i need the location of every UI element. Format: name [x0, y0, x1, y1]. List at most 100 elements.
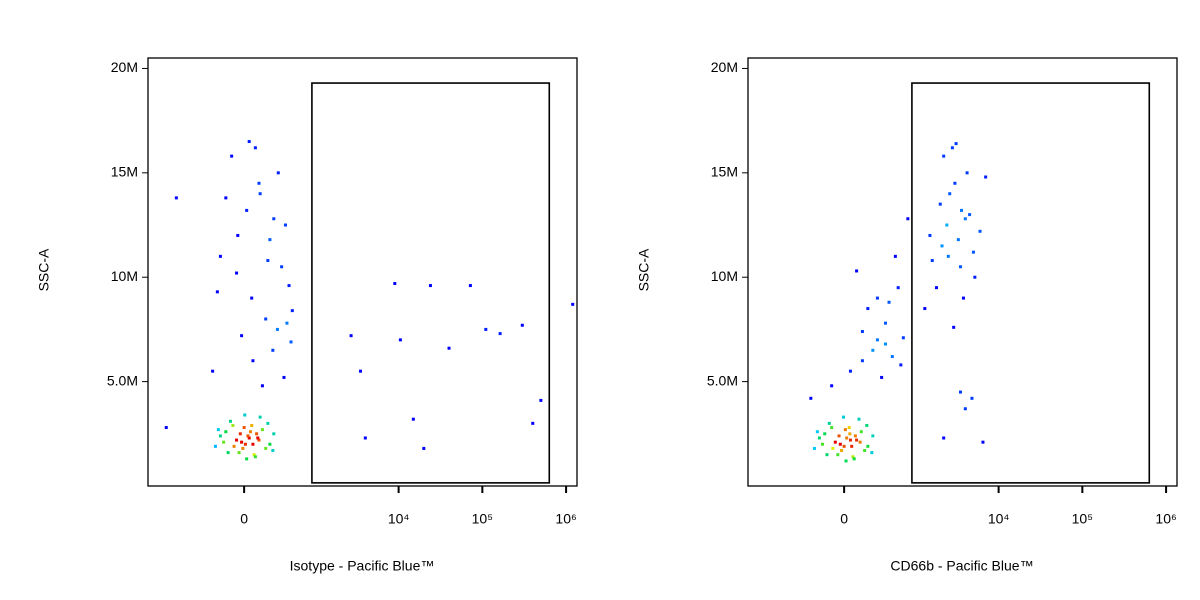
- event-dot: [272, 432, 276, 436]
- y-tick-label: 10M: [711, 268, 738, 284]
- event-dot: [260, 384, 264, 388]
- x-tick-label: 10⁴: [388, 511, 410, 527]
- event-dot: [260, 428, 264, 432]
- event-dot: [531, 421, 535, 425]
- event-dot: [934, 286, 938, 290]
- event-dot: [865, 423, 869, 427]
- event-dot: [843, 428, 847, 432]
- event-dot: [287, 284, 291, 288]
- scatter-panel: 5.0M 10M 15M 20M 0 10⁴ 10⁵ 10⁶ CD66b - Pacific B…: [636, 57, 1178, 574]
- event-dot: [950, 146, 954, 150]
- event-dot: [946, 254, 950, 258]
- event-dot: [271, 449, 275, 453]
- event-dot: [255, 432, 259, 436]
- event-dot: [844, 459, 848, 463]
- event-dot: [428, 284, 432, 288]
- y-axis-label: SSC-A: [636, 248, 652, 291]
- event-dot: [817, 436, 821, 440]
- y-tick-label: 10M: [111, 268, 138, 284]
- gate: [911, 82, 1151, 484]
- event-dot: [857, 417, 861, 421]
- y-tick-label: 5.0M: [707, 372, 738, 388]
- event-dot: [245, 208, 249, 212]
- event-dot: [226, 451, 230, 455]
- event-dot: [942, 154, 946, 158]
- event-dot: [447, 346, 451, 350]
- event-dot: [250, 296, 254, 300]
- event-dot: [243, 442, 247, 446]
- event-dot: [253, 455, 257, 459]
- event-dot: [965, 171, 969, 175]
- event-dot: [830, 426, 834, 430]
- event-dot: [848, 369, 852, 373]
- event-dot: [349, 334, 353, 338]
- event-dot: [871, 348, 875, 352]
- event-dot: [815, 430, 819, 434]
- y-tick-label: 15M: [711, 164, 738, 180]
- event-dot: [484, 327, 488, 331]
- event-dot: [981, 440, 985, 444]
- event-dot: [870, 451, 874, 455]
- event-dot: [290, 309, 294, 313]
- event-dot: [830, 384, 834, 388]
- event-dot: [850, 444, 854, 448]
- event-dot: [363, 436, 367, 440]
- event-dot: [821, 442, 825, 446]
- event-dot: [251, 442, 255, 446]
- event-dot: [968, 213, 972, 217]
- event-dot: [393, 281, 397, 285]
- event-dot: [268, 238, 272, 242]
- event-dot: [871, 434, 875, 438]
- event-dot: [218, 434, 222, 438]
- event-dot: [236, 233, 240, 237]
- event-dot: [268, 442, 272, 446]
- x-tick-label: 10⁴: [988, 511, 1010, 527]
- plot-frame: [747, 57, 1178, 487]
- event-dot: [251, 359, 255, 363]
- event-dot: [952, 325, 956, 329]
- event-dot: [241, 446, 245, 450]
- event-dot: [961, 296, 965, 300]
- event-dot: [858, 440, 862, 444]
- event-dot: [845, 436, 849, 440]
- event-dot: [875, 296, 879, 300]
- event-dot: [218, 254, 222, 258]
- event-dot: [264, 317, 268, 321]
- event-dot: [960, 208, 964, 212]
- plot-frame: [147, 57, 578, 487]
- event-dot: [863, 449, 867, 453]
- event-dot: [938, 202, 942, 206]
- event-dot: [468, 284, 472, 288]
- event-dot: [859, 430, 863, 434]
- event-dot: [283, 223, 287, 227]
- event-dot: [847, 426, 851, 430]
- event-dot: [812, 446, 816, 450]
- event-dot: [923, 307, 927, 311]
- event-dot: [275, 327, 279, 331]
- event-dot: [285, 321, 289, 325]
- event-dot: [883, 342, 887, 346]
- event-dot: [174, 196, 178, 200]
- event-dot: [240, 334, 244, 338]
- y-tick-label: 15M: [111, 164, 138, 180]
- event-dot: [252, 453, 256, 457]
- event-dot: [272, 217, 276, 221]
- y-tick-label: 20M: [711, 59, 738, 75]
- event-dot: [860, 359, 864, 363]
- event-dot: [258, 415, 262, 419]
- event-dot: [213, 444, 217, 448]
- event-dot: [901, 336, 905, 340]
- event-dot: [257, 438, 261, 442]
- event-dot: [841, 415, 845, 419]
- event-dot: [837, 434, 841, 438]
- event-dot: [899, 363, 903, 367]
- event-dot: [411, 417, 415, 421]
- event-dot: [257, 181, 261, 185]
- event-dot: [358, 369, 362, 373]
- y-tick-label: 20M: [111, 59, 138, 75]
- event-dot: [237, 451, 241, 455]
- event-dot: [855, 269, 859, 273]
- event-dot: [266, 259, 270, 263]
- event-dot: [963, 217, 967, 221]
- event-dot: [224, 196, 228, 200]
